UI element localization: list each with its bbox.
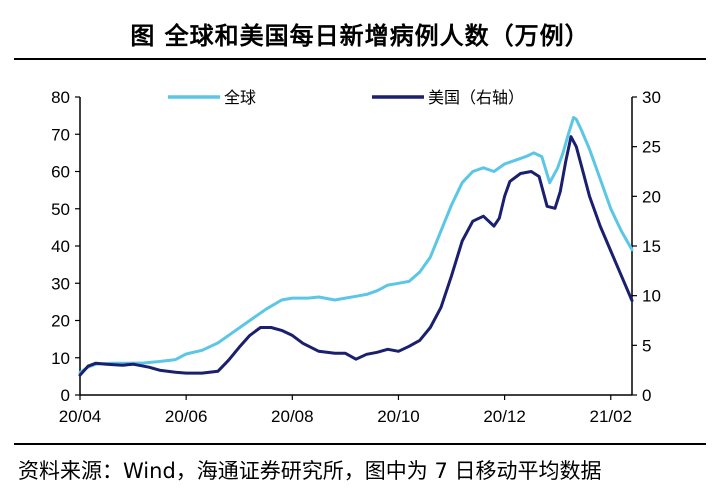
source-rule — [14, 443, 706, 445]
series-layer — [78, 116, 634, 377]
left-y-tick-label: 20 — [51, 312, 70, 331]
left-y-tick-label: 0 — [61, 386, 70, 405]
right-y-tick-label: 10 — [642, 287, 661, 306]
right-y-tick-label: 20 — [642, 187, 661, 206]
left-y-tick-label: 80 — [51, 88, 70, 107]
series-line-global — [78, 116, 634, 375]
right-y-tick-label: 15 — [642, 237, 661, 256]
legend: 全球 美国（右轴） — [168, 88, 524, 107]
x-tick-label: 21/02 — [589, 407, 632, 426]
chart-title: 图 全球和美国每日新增病例人数（万例） — [130, 22, 590, 50]
left-y-tick-label: 60 — [51, 163, 70, 182]
left-y-tick-label: 30 — [51, 274, 70, 293]
source-note: 资料来源：Wind，海通证券研究所，图中为 7 日移动平均数据 — [18, 459, 602, 483]
x-tick-label: 20/04 — [59, 407, 102, 426]
left-y-tick-label: 70 — [51, 125, 70, 144]
title-rule — [14, 58, 706, 60]
x-tick-label: 20/12 — [483, 407, 526, 426]
x-tick-label: 20/08 — [271, 407, 314, 426]
axes: 0 10 20 30 40 50 60 70 80 0 5 10 15 20 25 30 20/04 20/06 2… — [51, 88, 661, 426]
right-y-tick-label: 25 — [642, 138, 661, 157]
x-tick-label: 20/06 — [165, 407, 208, 426]
right-y-tick-label: 0 — [642, 386, 651, 405]
left-y-tick-label: 40 — [51, 237, 70, 256]
left-y-tick-label: 50 — [51, 200, 70, 219]
right-y-tick-label: 5 — [642, 336, 651, 355]
right-y-tick-label: 30 — [642, 88, 661, 107]
series-line-us — [78, 135, 634, 377]
legend-label-us: 美国（右轴） — [428, 88, 524, 107]
legend-label-global: 全球 — [224, 88, 256, 107]
left-y-tick-label: 10 — [51, 349, 70, 368]
x-tick-label: 20/10 — [377, 407, 420, 426]
